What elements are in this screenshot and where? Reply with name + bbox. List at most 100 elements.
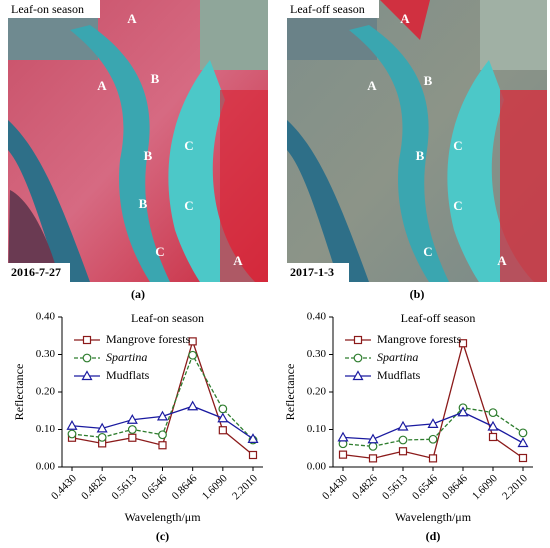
image-caption: (b)	[410, 287, 425, 301]
data-point	[458, 339, 468, 348]
y-tick-label: 0.20	[36, 386, 56, 398]
x-axis-label: Wavelength/μm	[395, 510, 472, 524]
data-point	[488, 432, 498, 442]
x-axis-label: Wavelength/μm	[124, 510, 201, 524]
image-label: A	[400, 11, 410, 26]
data-point	[367, 433, 379, 444]
data-point	[247, 433, 259, 443]
data-point	[248, 450, 258, 460]
data-point	[488, 408, 498, 418]
x-tick-label: 2.2010	[230, 472, 260, 502]
image-label: C	[184, 198, 193, 213]
data-point	[397, 420, 409, 431]
legend-label: Mudflats	[377, 368, 421, 382]
image-title: Leaf-off season	[290, 2, 365, 16]
data-point	[457, 406, 469, 417]
data-point	[156, 410, 169, 421]
satellite-image	[8, 0, 268, 282]
x-tick-label: 0.8646	[440, 472, 470, 502]
legend-marker	[82, 335, 92, 345]
legend-marker	[352, 370, 364, 381]
y-tick-label: 0.30	[307, 348, 327, 360]
x-tick-label: 0.6546	[140, 472, 170, 502]
data-point	[96, 422, 108, 433]
image-label: A	[233, 253, 243, 268]
image-label: B	[151, 71, 160, 86]
image-label: C	[155, 244, 164, 259]
x-tick-label: 0.4826	[350, 472, 380, 502]
data-point	[188, 337, 197, 346]
data-point	[428, 454, 438, 463]
image-label: C	[184, 138, 193, 153]
image-label: A	[127, 11, 137, 26]
legend-marker	[81, 370, 93, 381]
image-label: B	[144, 148, 153, 163]
y-axis-label: Reflectance	[12, 364, 26, 421]
image-date-box	[287, 263, 349, 282]
chart-caption: (d)	[426, 529, 441, 543]
image-label: B	[139, 196, 148, 211]
image-date: 2017-1-3	[290, 265, 334, 279]
y-tick-label: 0.00	[307, 461, 327, 473]
y-tick-label: 0.10	[36, 423, 56, 435]
legend-label: Mangrove forests	[377, 332, 462, 346]
image-label: C	[453, 138, 462, 153]
legend-marker	[82, 353, 92, 363]
image-caption: (a)	[131, 287, 145, 301]
legend-label: Spartina	[106, 350, 147, 364]
data-point	[398, 447, 408, 456]
data-point	[66, 420, 78, 430]
y-tick-label: 0.00	[36, 461, 56, 473]
image-label: C	[423, 244, 432, 259]
data-point	[428, 434, 438, 444]
image-label: B	[416, 148, 425, 163]
legend-label: Mudflats	[106, 368, 150, 382]
image-title: Leaf-on season	[11, 2, 84, 16]
x-tick-label: 2.2010	[500, 472, 530, 502]
y-tick-label: 0.30	[36, 348, 56, 360]
data-point	[187, 400, 199, 411]
x-tick-label: 0.4430	[49, 472, 79, 502]
image-label: A	[97, 78, 107, 93]
data-point	[217, 412, 229, 423]
data-point	[518, 428, 528, 438]
image-label: A	[367, 78, 377, 93]
image-date-box	[8, 263, 70, 282]
image-label: C	[453, 198, 462, 213]
image-date: 2016-7-27	[11, 265, 61, 279]
data-point	[158, 430, 167, 440]
x-tick-label: 1.6090	[470, 472, 500, 502]
legend-label: Spartina	[377, 350, 418, 364]
x-tick-label: 0.5613	[380, 472, 410, 502]
data-point	[128, 433, 137, 442]
data-point	[127, 425, 137, 434]
x-tick-label: 0.4430	[320, 472, 350, 502]
x-tick-label: 0.5613	[109, 472, 139, 502]
y-tick-label: 0.20	[307, 386, 327, 398]
y-tick-label: 0.10	[307, 423, 327, 435]
chart-title: Leaf-off season	[401, 311, 476, 325]
data-point	[487, 420, 499, 431]
legend-marker	[353, 353, 363, 363]
data-point	[427, 418, 439, 428]
image-title-box	[8, 0, 100, 18]
legend-label: Mangrove forests	[106, 332, 191, 346]
data-point	[517, 437, 529, 448]
y-axis-label: Reflectance	[283, 364, 297, 421]
data-point	[518, 453, 528, 463]
data-point	[338, 450, 348, 459]
data-point	[97, 432, 107, 442]
x-tick-label: 0.8646	[170, 472, 200, 502]
x-tick-label: 1.6090	[200, 472, 230, 502]
satellite-image	[287, 0, 547, 282]
legend-marker	[353, 335, 363, 345]
y-tick-label: 0.40	[307, 311, 327, 323]
data-point	[368, 454, 378, 463]
x-tick-label: 0.4826	[79, 472, 109, 502]
image-label: B	[424, 73, 433, 88]
image-label: A	[497, 253, 507, 268]
data-point	[368, 441, 378, 451]
data-point	[126, 414, 138, 424]
data-point	[188, 350, 198, 360]
